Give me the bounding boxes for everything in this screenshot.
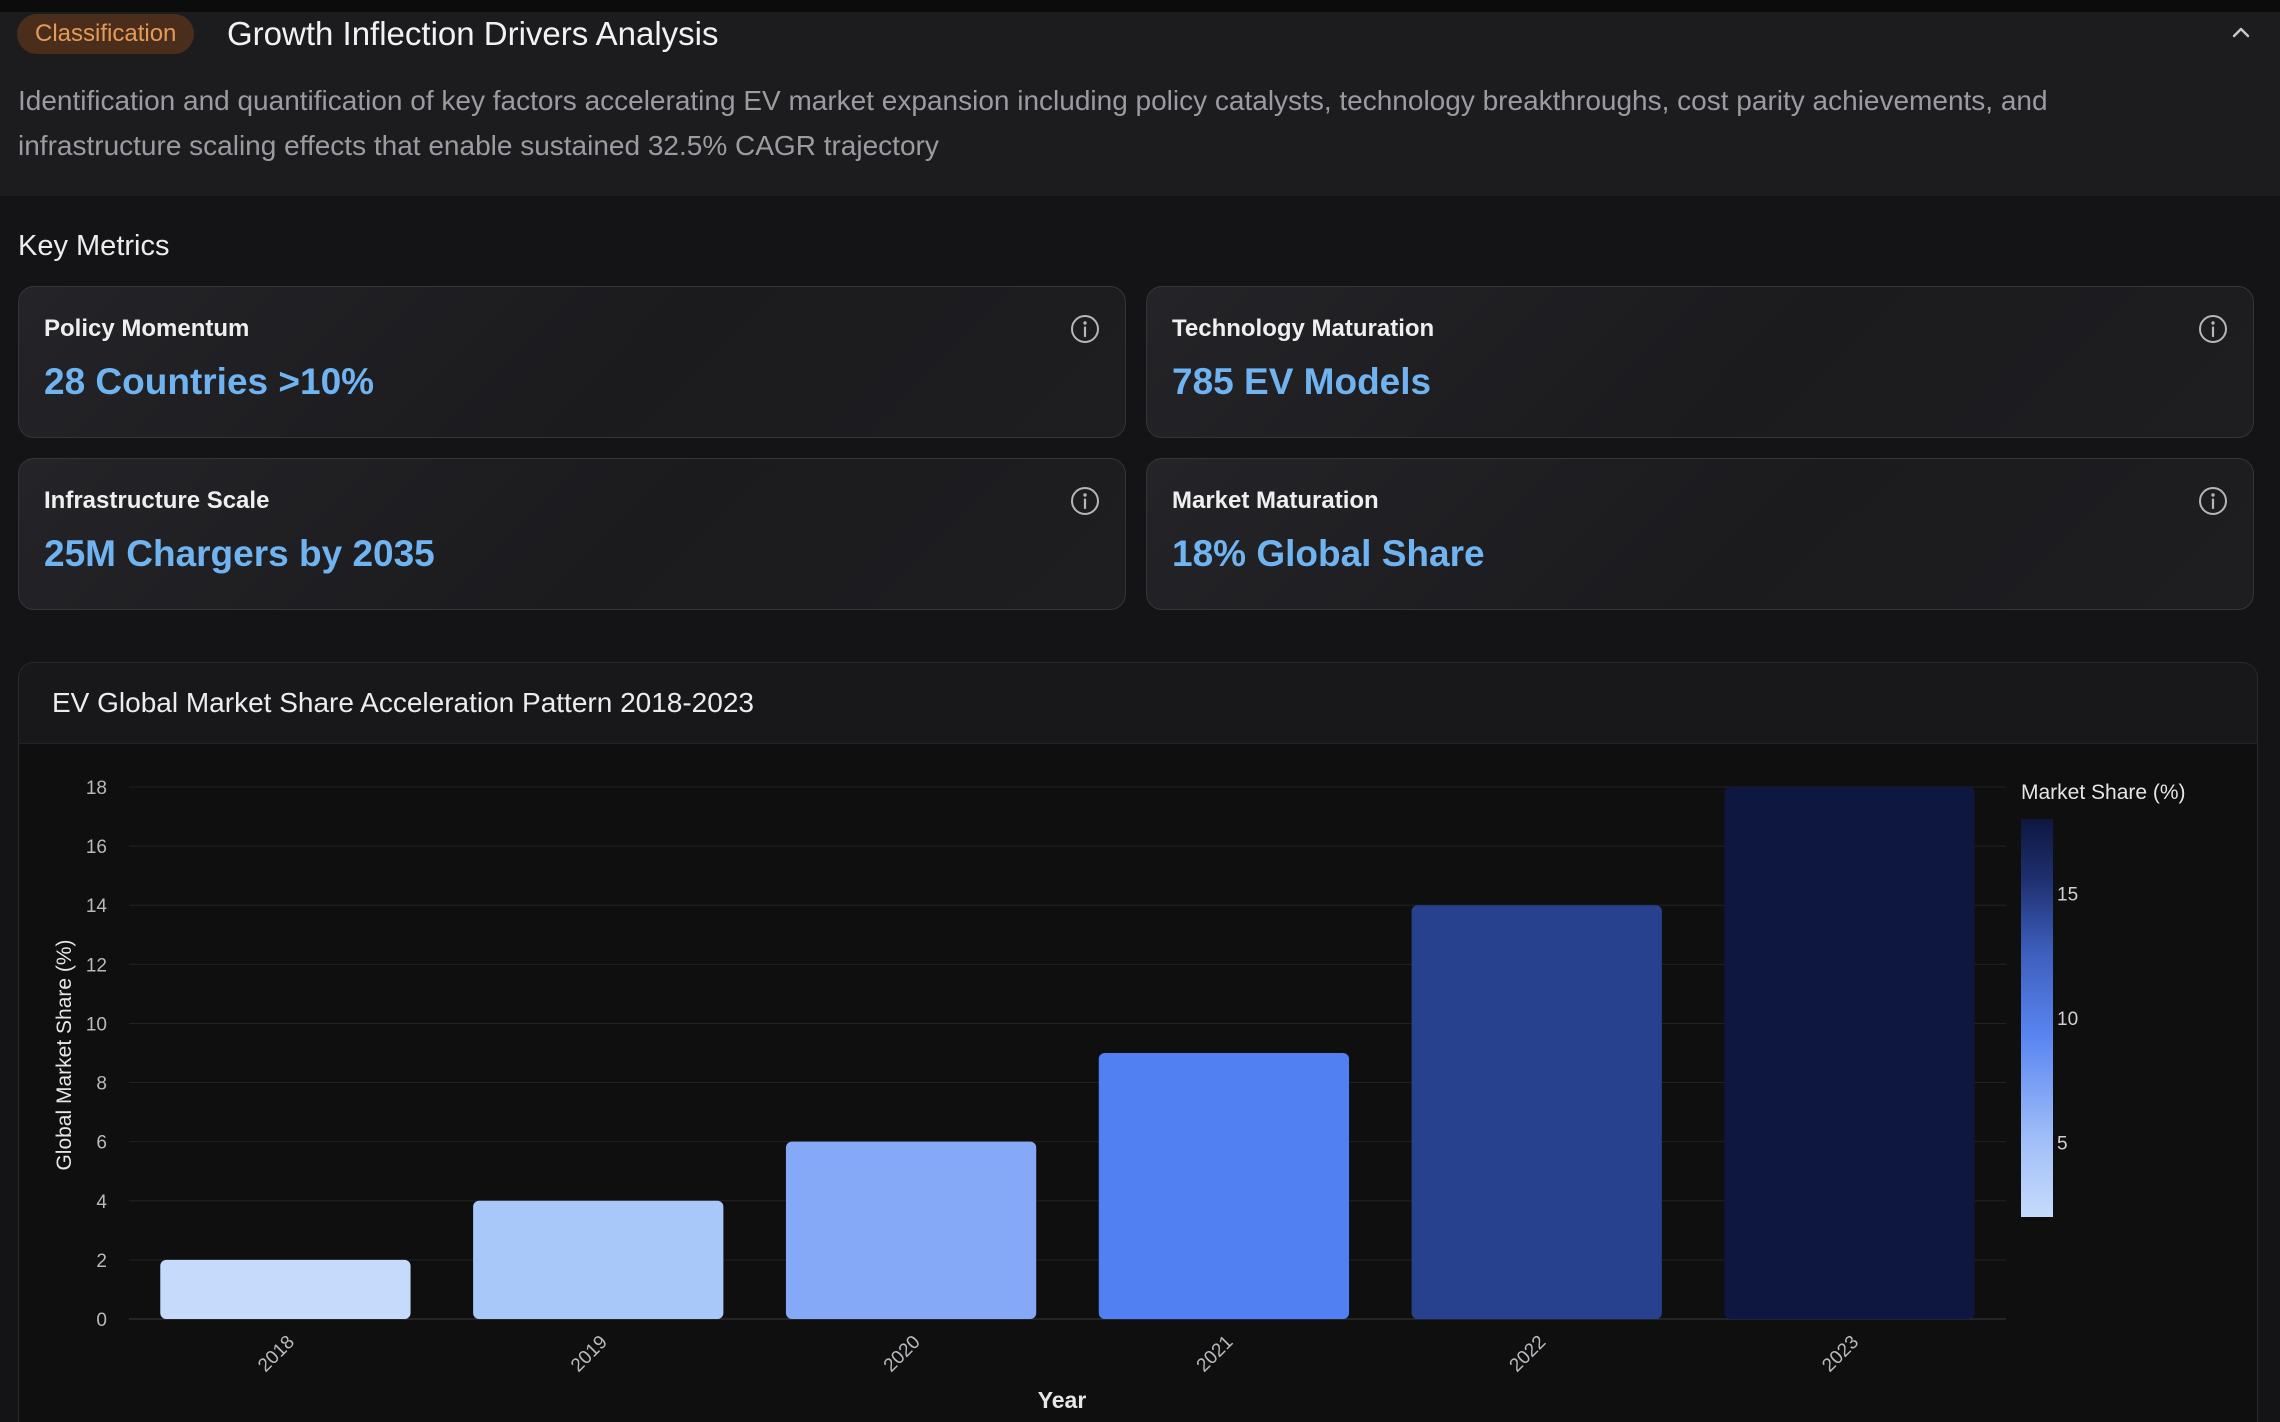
y-tick-label: 8 bbox=[96, 1074, 107, 1095]
section-header[interactable]: Classification Growth Inflection Drivers… bbox=[0, 12, 2280, 196]
y-tick-label: 0 bbox=[96, 1310, 107, 1331]
bar-2022[interactable] bbox=[1411, 905, 1662, 1319]
metric-value: 25M Chargers by 2035 bbox=[44, 533, 435, 574]
y-tick-label: 18 bbox=[86, 778, 107, 799]
colorbar-gradient bbox=[2021, 819, 2053, 1217]
classification-badge: Classification bbox=[17, 14, 195, 54]
key-metrics-heading: Key Metrics bbox=[18, 230, 170, 262]
chart-title: EV Global Market Share Acceleration Patt… bbox=[52, 687, 754, 718]
metric-card-infrastructure-scale: Infrastructure Scale 25M Chargers by 203… bbox=[18, 458, 1126, 610]
metric-value: 18% Global Share bbox=[1172, 533, 1485, 574]
chart-panel: EV Global Market Share Acceleration Patt… bbox=[18, 662, 2258, 1422]
x-tick-label: 2023 bbox=[1818, 1332, 1863, 1377]
bar-2018[interactable] bbox=[160, 1259, 411, 1319]
x-tick-labels: 2018 2019 2020 2021 2022 2023 bbox=[254, 1332, 1863, 1377]
metric-card-policy-momentum: Policy Momentum 28 Countries >10% bbox=[18, 286, 1126, 438]
x-tick-label: 2019 bbox=[567, 1332, 612, 1377]
colorbar: Market Share (%) 5 10 15 bbox=[2021, 781, 2186, 1217]
chevron-up-icon[interactable] bbox=[2226, 18, 2256, 48]
info-icon[interactable] bbox=[2197, 313, 2229, 345]
colorbar-tick-label: 10 bbox=[2057, 1009, 2078, 1030]
bar-2020[interactable] bbox=[785, 1141, 1037, 1319]
y-tick-labels: 0 2 4 6 8 10 12 14 16 18 bbox=[86, 778, 108, 1331]
y-tick-label: 10 bbox=[86, 1014, 107, 1035]
y-tick-label: 2 bbox=[96, 1251, 107, 1272]
y-tick-label: 16 bbox=[86, 837, 107, 858]
metric-label: Market Maturation bbox=[1172, 487, 1379, 514]
colorbar-title: Market Share (%) bbox=[2021, 781, 2186, 804]
metric-label: Infrastructure Scale bbox=[44, 487, 270, 514]
x-axis-label: Year bbox=[1038, 1387, 1087, 1413]
y-tick-label: 14 bbox=[86, 896, 108, 917]
y-axis-label: Global Market Share (%) bbox=[53, 939, 76, 1170]
colorbar-tick-label: 15 bbox=[2057, 885, 2078, 906]
colorbar-tick-label: 5 bbox=[2057, 1133, 2068, 1154]
colorbar-ticks: 5 10 15 bbox=[2057, 885, 2078, 1155]
bar-2019[interactable] bbox=[473, 1200, 724, 1319]
x-tick-label: 2022 bbox=[1506, 1332, 1551, 1377]
metric-label: Technology Maturation bbox=[1172, 315, 1435, 342]
gridlines bbox=[129, 786, 2006, 1320]
x-tick-label: 2020 bbox=[880, 1332, 925, 1377]
info-icon[interactable] bbox=[2197, 485, 2229, 517]
section-description: Identification and quantification of key… bbox=[18, 85, 2048, 161]
metric-card-market-maturation: Market Maturation 18% Global Share bbox=[1146, 458, 2254, 610]
y-tick-label: 12 bbox=[86, 955, 107, 976]
metric-card-technology-maturation: Technology Maturation 785 EV Models bbox=[1146, 286, 2254, 438]
bar-chart: 0 2 4 6 8 10 12 14 16 18 2018 2019 2020 2021 2022 2023… bbox=[53, 778, 2186, 1413]
bars bbox=[160, 787, 1975, 1319]
section-title: Growth Inflection Drivers Analysis bbox=[227, 15, 719, 52]
metric-value: 785 EV Models bbox=[1172, 361, 1432, 402]
metric-label: Policy Momentum bbox=[44, 315, 250, 342]
y-tick-label: 4 bbox=[96, 1192, 107, 1213]
info-icon[interactable] bbox=[1069, 485, 1101, 517]
bar-2023[interactable] bbox=[1724, 787, 1975, 1319]
top-strip bbox=[0, 0, 2280, 12]
x-tick-label: 2021 bbox=[1193, 1332, 1238, 1377]
info-icon[interactable] bbox=[1069, 313, 1101, 345]
metric-value: 28 Countries >10% bbox=[44, 361, 375, 402]
x-tick-label: 2018 bbox=[254, 1332, 299, 1377]
y-tick-label: 6 bbox=[96, 1133, 107, 1154]
chart-header: EV Global Market Share Acceleration Patt… bbox=[19, 663, 2257, 744]
bar-2021[interactable] bbox=[1098, 1053, 1350, 1319]
